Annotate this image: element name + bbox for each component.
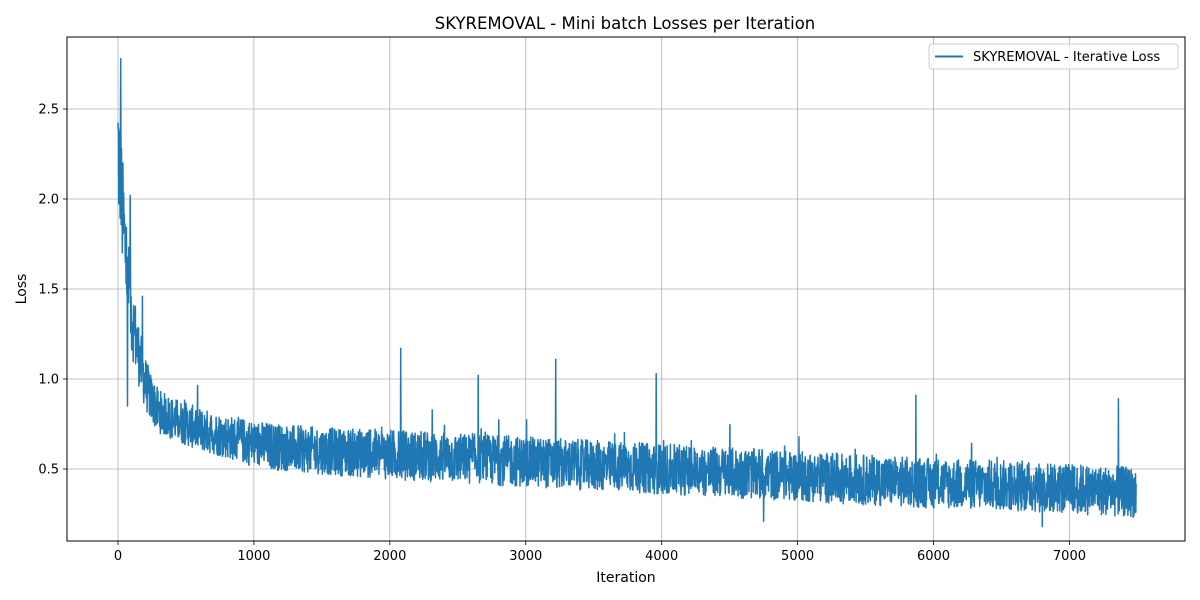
y-tick-label: 1.5 xyxy=(38,283,59,298)
legend: SKYREMOVAL - Iterative Loss xyxy=(928,43,1179,70)
y-axis-label: Loss xyxy=(14,274,30,305)
series-layer xyxy=(117,57,1137,528)
x-tick-label: 2000 xyxy=(373,549,406,564)
y-tick-label: 2.5 xyxy=(38,103,59,118)
legend-box xyxy=(928,43,1179,70)
series-line-iterative-loss xyxy=(117,57,1137,528)
x-tick-label: 3000 xyxy=(509,549,542,564)
legend-label: SKYREMOVAL - Iterative Loss xyxy=(973,50,1160,65)
x-axis-label: Iteration xyxy=(596,570,655,586)
x-tick-label: 1000 xyxy=(237,549,270,564)
chart-title: SKYREMOVAL - Mini batch Losses per Itera… xyxy=(435,14,816,33)
y-tick-label: 2.0 xyxy=(38,193,59,208)
y-tick-label: 0.5 xyxy=(38,463,59,478)
x-tick-label: 4000 xyxy=(645,549,678,564)
x-tick-label: 5000 xyxy=(781,549,814,564)
y-axis-ticks: 0.5 1.0 1.5 2.0 2.5 xyxy=(38,103,67,478)
y-tick-label: 1.0 xyxy=(38,373,59,388)
x-tick-label: 6000 xyxy=(917,549,950,564)
x-tick-label: 0 xyxy=(114,549,122,564)
x-axis-ticks: 0 1000 2000 3000 4000 5000 6000 7000 xyxy=(114,541,1086,564)
x-tick-label: 7000 xyxy=(1053,549,1086,564)
